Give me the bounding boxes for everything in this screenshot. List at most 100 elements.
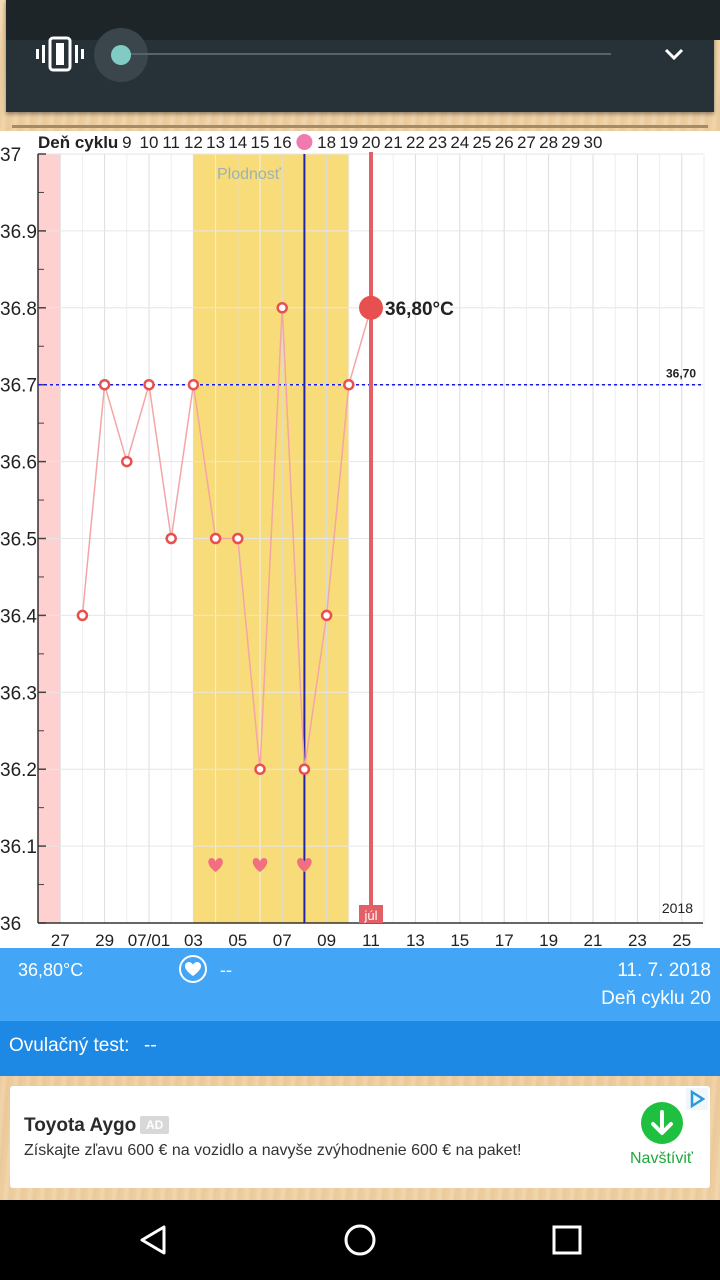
top-axis-tick: 29 bbox=[561, 133, 580, 152]
selected-temperature-label: 36,80°C bbox=[385, 299, 454, 320]
y-tick-label: 36 bbox=[0, 914, 21, 935]
ad-badge: AD bbox=[140, 1116, 170, 1134]
top-axis-tick: 22 bbox=[406, 133, 425, 152]
x-tick-label: 25 bbox=[672, 931, 691, 948]
temperature-point bbox=[209, 532, 222, 545]
top-axis-tick: 23 bbox=[428, 133, 447, 152]
egg-icon bbox=[296, 134, 313, 150]
top-axis-tick: 15 bbox=[251, 133, 270, 152]
temperature-value: 36,80°C bbox=[18, 960, 84, 980]
y-tick-label: 36.9 bbox=[0, 222, 37, 243]
top-axis-tick: 25 bbox=[473, 133, 492, 152]
x-tick-label: 15 bbox=[450, 931, 469, 948]
top-axis-tick: 24 bbox=[450, 133, 469, 152]
top-axis-tick: 26 bbox=[495, 133, 514, 152]
temperature-point bbox=[165, 532, 177, 545]
x-tick-label: 03 bbox=[184, 931, 203, 948]
year-label: 2018 bbox=[662, 900, 693, 916]
temperature-point bbox=[320, 609, 333, 622]
y-tick-label: 36.1 bbox=[0, 837, 37, 858]
home-icon[interactable] bbox=[340, 1220, 380, 1260]
temperature-point bbox=[187, 378, 200, 391]
heart-icon bbox=[252, 858, 268, 872]
y-tick-label: 36.4 bbox=[0, 606, 37, 627]
temperature-point bbox=[121, 455, 133, 468]
selected-temperature-point bbox=[359, 295, 383, 320]
top-axis-tick: 30 bbox=[584, 133, 603, 152]
ad-cta-button[interactable]: Navštíviť bbox=[630, 1150, 693, 1167]
x-tick-label: 05 bbox=[228, 931, 247, 948]
cycle-day: Deň cyklu 20 bbox=[601, 988, 711, 1009]
volume-slider[interactable] bbox=[121, 53, 611, 55]
heart-icon bbox=[208, 858, 223, 872]
top-axis-tick: 13 bbox=[206, 133, 225, 152]
temperature-point bbox=[98, 378, 111, 391]
volume-panel bbox=[6, 0, 720, 112]
temperature-point bbox=[343, 378, 355, 391]
y-tick-label: 36.8 bbox=[0, 299, 37, 320]
x-tick-label: 19 bbox=[539, 931, 558, 948]
ovulation-test-bar[interactable]: Ovulačný test: -- bbox=[0, 1021, 720, 1076]
temperature-point bbox=[254, 763, 266, 775]
vibrate-icon[interactable] bbox=[36, 36, 84, 72]
temperature-point bbox=[298, 763, 311, 775]
x-tick-label: 21 bbox=[584, 931, 603, 948]
x-tick-label: 27 bbox=[51, 931, 70, 948]
y-tick-label: 36.3 bbox=[0, 683, 37, 704]
ad-choices-icon[interactable] bbox=[686, 1088, 708, 1110]
temperature-point bbox=[76, 609, 89, 622]
top-axis-band bbox=[38, 131, 703, 152]
divider bbox=[12, 125, 708, 128]
top-axis-label-bg bbox=[38, 131, 120, 152]
top-axis-tick: 18 bbox=[317, 133, 336, 152]
month-marker-label: júl bbox=[363, 908, 377, 923]
top-axis-tick: 19 bbox=[339, 133, 358, 152]
selected-date: 11. 7. 2018 bbox=[617, 960, 711, 981]
chevron-down-icon[interactable] bbox=[656, 36, 692, 72]
navigation-bar bbox=[0, 1200, 720, 1280]
top-axis-tick: 20 bbox=[362, 133, 381, 152]
x-tick-label: 17 bbox=[495, 931, 514, 948]
ad-title[interactable]: Toyota Aygo bbox=[24, 1115, 137, 1136]
back-icon[interactable] bbox=[134, 1220, 174, 1260]
top-axis-tick: 28 bbox=[539, 133, 558, 152]
volume-slider-thumb[interactable] bbox=[111, 45, 131, 65]
ad-banner[interactable]: Toyota Aygo AD Získajte zľavu 600 € na v… bbox=[10, 1086, 710, 1188]
month-marker-box bbox=[359, 905, 383, 923]
top-axis-label: Deň cyklu bbox=[38, 133, 118, 152]
y-tick-label: 37 bbox=[0, 145, 21, 166]
fertile-window-label: Plodnosť bbox=[217, 166, 282, 183]
x-tick-label: 29 bbox=[95, 931, 114, 948]
temperature-point bbox=[276, 302, 288, 314]
x-tick-label: 13 bbox=[406, 931, 425, 948]
top-axis-tick: 27 bbox=[517, 133, 536, 152]
day-info-bar[interactable]: 36,80°C -- 11. 7. 2018 Deň cyklu 20 bbox=[0, 948, 720, 1021]
ovulation-test-value: -- bbox=[144, 1035, 157, 1056]
heart-icon bbox=[297, 858, 312, 872]
top-axis-tick: 10 bbox=[140, 133, 159, 152]
coverline-label: 36,70 bbox=[666, 367, 696, 381]
ad-text[interactable]: Získajte zľavu 600 € na vozidlo a navyše… bbox=[24, 1142, 522, 1159]
top-axis-tick: 16 bbox=[273, 133, 292, 152]
temperature-point bbox=[232, 532, 244, 545]
bbt-chart[interactable]: 37 36.9 36.8 36.7 36.6 36.5 36.4 36.3 36.2 36.1 36… bbox=[0, 131, 720, 948]
y-tick-label: 36.7 bbox=[0, 376, 37, 397]
top-axis-tick: 14 bbox=[228, 133, 247, 152]
recents-icon[interactable] bbox=[547, 1220, 587, 1260]
x-tick-label: 11 bbox=[362, 931, 380, 948]
y-tick-label: 36.2 bbox=[0, 760, 37, 781]
x-tick-label: 23 bbox=[628, 931, 647, 948]
ovulation-test-label: Ovulačný test: bbox=[9, 1035, 130, 1056]
heart-icon[interactable] bbox=[179, 955, 207, 983]
top-axis-tick: 9 bbox=[122, 133, 131, 152]
x-tick-label: 07/01 bbox=[128, 931, 171, 948]
top-axis-tick: 12 bbox=[184, 133, 203, 152]
temperature-point bbox=[143, 378, 155, 391]
chart-canvas[interactable]: 37 36.9 36.8 36.7 36.6 36.5 36.4 36.3 36.2 36.1 36… bbox=[0, 131, 720, 948]
temperature-line bbox=[81, 307, 372, 770]
top-axis-tick: 21 bbox=[384, 133, 403, 152]
x-tick-label: 07 bbox=[273, 931, 292, 948]
y-tick-label: 36.5 bbox=[0, 530, 37, 551]
download-arrow-icon[interactable] bbox=[641, 1102, 683, 1144]
top-axis-tick: 11 bbox=[162, 133, 180, 152]
